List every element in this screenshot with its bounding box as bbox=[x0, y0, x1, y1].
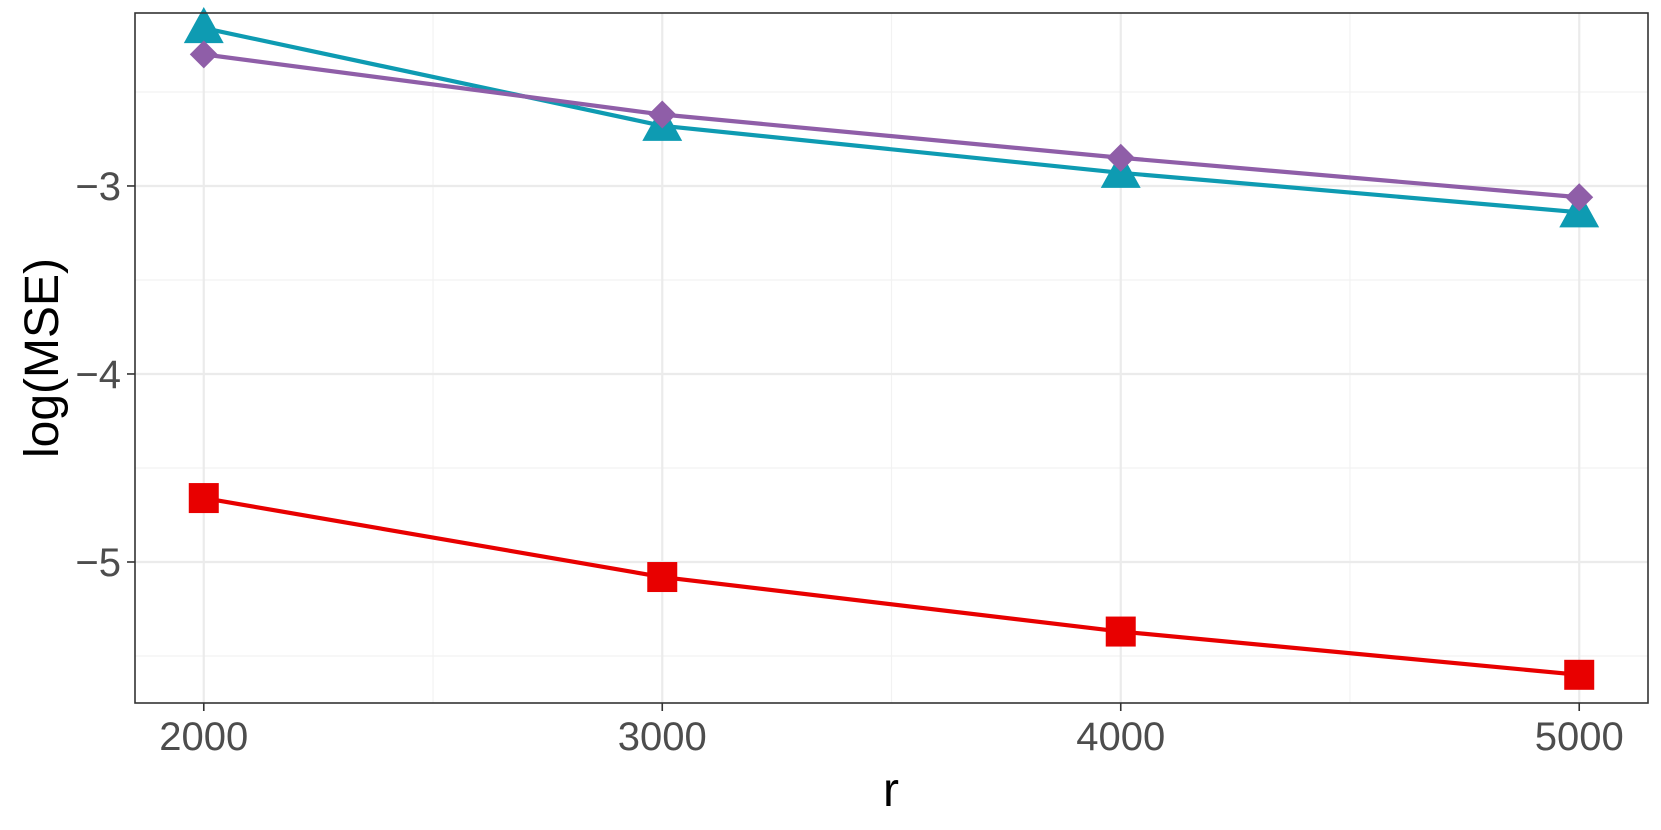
y-tick-label: −5 bbox=[75, 541, 121, 585]
diamond-marker bbox=[189, 40, 218, 69]
minor-gridlines bbox=[135, 13, 1648, 703]
x-tick-label: 2000 bbox=[159, 715, 248, 759]
y-axis: −5 −4 −3 bbox=[75, 165, 135, 585]
series-2 bbox=[189, 40, 1594, 212]
x-axis: 2000 3000 4000 5000 bbox=[159, 703, 1624, 759]
diamond-marker bbox=[648, 100, 677, 129]
y-tick-label: −4 bbox=[75, 353, 121, 397]
x-tick-label: 4000 bbox=[1076, 715, 1165, 759]
x-axis-title: r bbox=[883, 764, 899, 817]
diamond-marker bbox=[1106, 143, 1135, 172]
square-marker bbox=[188, 483, 219, 514]
triangle-marker bbox=[183, 7, 224, 44]
y-tick-label: −3 bbox=[75, 165, 121, 209]
series-line bbox=[203, 52, 1580, 200]
diamond-marker bbox=[1565, 183, 1594, 212]
square-marker bbox=[1105, 616, 1136, 647]
series-line bbox=[203, 495, 1580, 677]
series-line bbox=[203, 25, 1580, 215]
square-marker bbox=[1564, 659, 1595, 690]
panel-border bbox=[134, 12, 1649, 704]
x-tick-label: 5000 bbox=[1535, 715, 1624, 759]
y-axis-title: log(MSE) bbox=[16, 258, 69, 458]
series-layer bbox=[183, 7, 1600, 690]
series-3 bbox=[188, 483, 1595, 690]
square-marker bbox=[647, 562, 678, 593]
x-tick-label: 3000 bbox=[618, 715, 707, 759]
major-gridlines bbox=[135, 13, 1648, 703]
